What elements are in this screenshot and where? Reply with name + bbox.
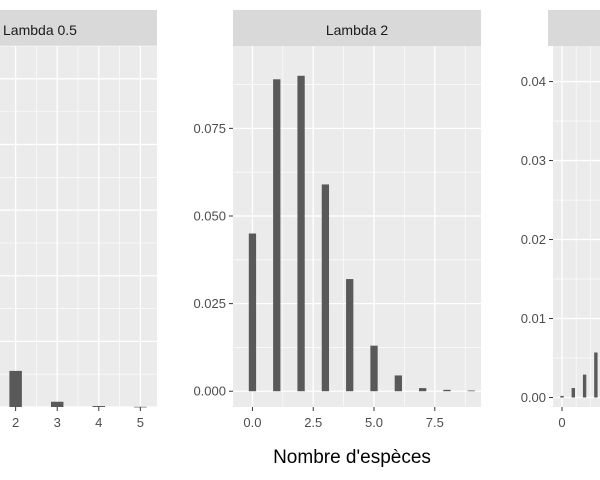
bar xyxy=(273,79,281,392)
y-tick-label: 0.02 xyxy=(521,232,546,247)
x-tick-label: 5 xyxy=(137,415,144,430)
panel-bg xyxy=(0,46,157,407)
bar xyxy=(594,352,598,398)
bar xyxy=(370,345,378,392)
bar xyxy=(50,401,64,407)
bar xyxy=(248,233,257,392)
y-tick-label: 0.00 xyxy=(521,390,546,405)
panel-bg xyxy=(233,46,481,407)
y-tick-label: 0.000 xyxy=(193,384,226,399)
bar xyxy=(582,374,587,398)
axes: 2 3 4 5 0.0 2.5 5.0 7.5 0.000 0.025 0.050 0.075 0 0.0… xyxy=(12,74,566,430)
y-tick-label: 0.025 xyxy=(193,296,226,311)
facet-strip-bg xyxy=(0,10,157,46)
x-tick-label: 5.0 xyxy=(365,415,383,430)
bar xyxy=(321,184,330,392)
x-tick-label: 3 xyxy=(54,415,61,430)
x-axis-title: Nombre d'espèces xyxy=(273,447,431,468)
y-tick-label: 0.01 xyxy=(521,311,546,326)
facet-strip-bg xyxy=(233,10,481,46)
bar xyxy=(297,75,305,392)
x-tick-label: 2 xyxy=(12,415,19,430)
bar xyxy=(9,370,22,407)
x-tick-label: 0 xyxy=(558,415,565,430)
y-tick-label: 0.04 xyxy=(521,74,546,89)
bar xyxy=(92,406,106,407)
x-tick-label: 2.5 xyxy=(304,415,322,430)
bar xyxy=(346,279,354,392)
y-tick-label: 0.050 xyxy=(193,208,226,223)
bar xyxy=(571,388,576,398)
x-tick-label: 0.0 xyxy=(243,415,261,430)
bar xyxy=(394,375,402,392)
panel-bg xyxy=(553,46,600,407)
strip-label-lambda-2: Lambda 2 xyxy=(326,22,388,38)
y-tick-label: 0.03 xyxy=(521,153,546,168)
x-tick-label: 4 xyxy=(95,415,102,430)
facet-strips: Lambda 0.5 Lambda 2 xyxy=(3,22,388,38)
facet-strip-bg xyxy=(548,10,600,46)
x-tick-label: 7.5 xyxy=(426,415,444,430)
bar xyxy=(467,390,475,392)
y-tick-label: 0.075 xyxy=(193,121,226,136)
bars xyxy=(9,75,598,408)
bar xyxy=(419,388,427,392)
bar xyxy=(443,389,451,392)
bar xyxy=(560,395,564,398)
strip-label-lambda-0-5: Lambda 0.5 xyxy=(3,22,77,38)
